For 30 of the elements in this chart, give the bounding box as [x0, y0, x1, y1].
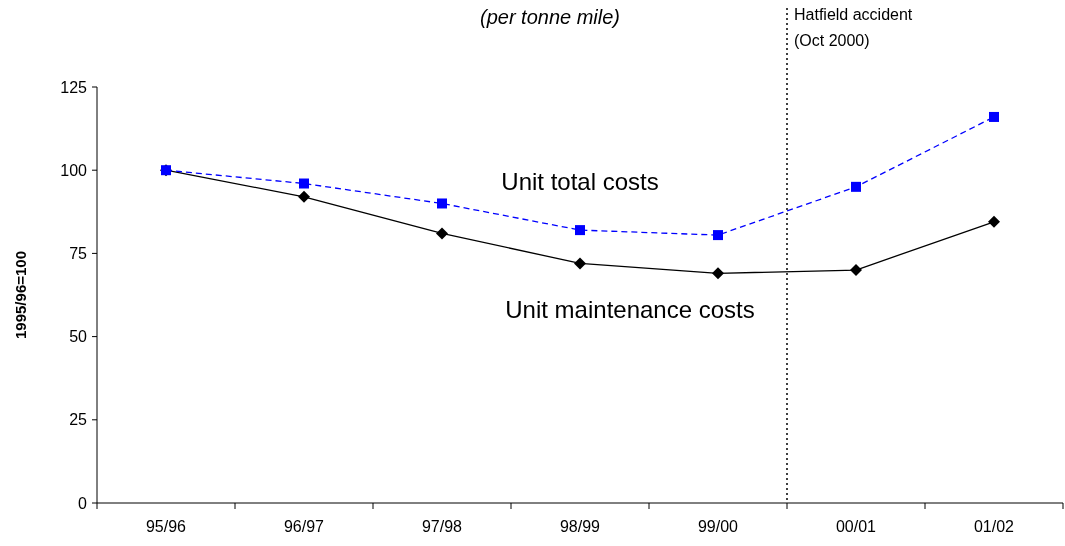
- y-tick-label: 50: [69, 328, 88, 346]
- x-tick-label: 00/01: [835, 518, 877, 535]
- y-axis-title: 1995/96=100: [12, 250, 29, 340]
- point: [298, 190, 310, 203]
- point: [713, 230, 723, 241]
- x-tick-label: 95/96: [145, 518, 187, 535]
- point: [299, 178, 309, 189]
- point: [850, 264, 862, 277]
- series-label: Unit total costs: [501, 168, 659, 196]
- y-tick-label: 125: [60, 78, 88, 96]
- point: [575, 225, 585, 236]
- y-tick-label: 75: [69, 245, 88, 262]
- point: [851, 181, 861, 192]
- point: [574, 257, 586, 270]
- y-tick-label: 100: [60, 161, 88, 179]
- x-tick-label: 96/97: [283, 518, 325, 535]
- point: [712, 267, 724, 280]
- x-tick-label: 97/98: [421, 518, 463, 535]
- text: Hatfield accident (Oct 2000): [794, 6, 913, 49]
- x-tick-label: 01/02: [973, 518, 1015, 535]
- x-tick-label: 98/99: [559, 518, 601, 535]
- point: [436, 227, 448, 240]
- point: [989, 111, 999, 122]
- series-label: Unit maintenance costs: [505, 296, 755, 324]
- point: [988, 215, 1000, 228]
- y-tick-label: 25: [69, 411, 88, 429]
- chart-title: (per tonne mile): [479, 6, 621, 28]
- point: [437, 198, 447, 209]
- x-tick-label: 99/00: [697, 518, 739, 535]
- y-tick-label: 0: [78, 494, 88, 512]
